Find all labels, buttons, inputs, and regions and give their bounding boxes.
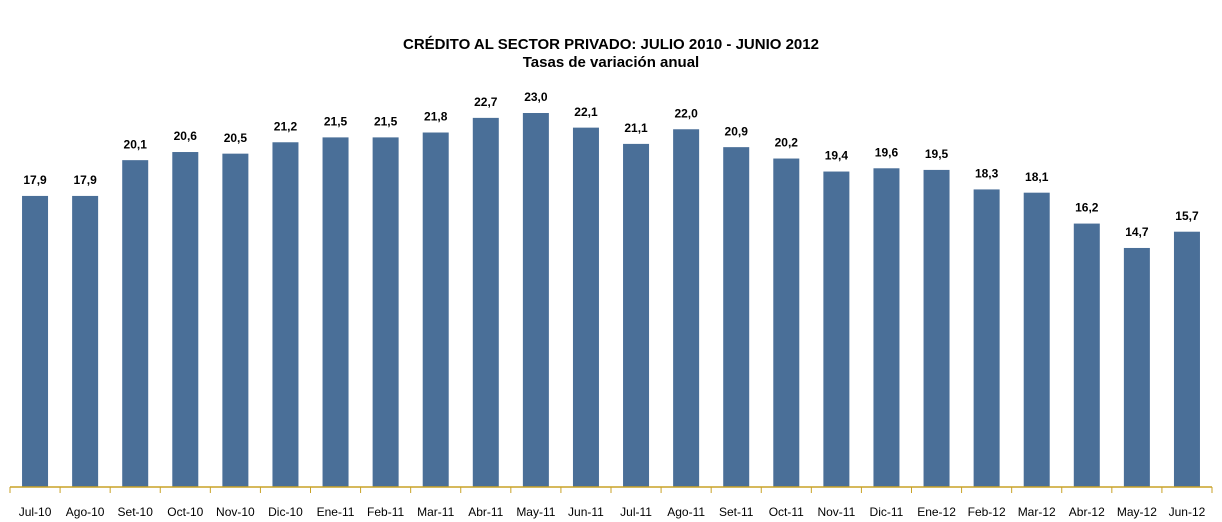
data-label: 19,5 <box>925 147 949 161</box>
data-label: 22,0 <box>674 106 698 120</box>
data-label: 20,5 <box>224 131 248 145</box>
data-label: 22,1 <box>574 105 598 119</box>
data-label: 21,8 <box>424 110 448 124</box>
bar <box>572 127 599 488</box>
x-tick-label: Jul-10 <box>19 505 52 519</box>
x-tick-label: Set-10 <box>118 505 154 519</box>
data-label: 20,2 <box>775 136 799 150</box>
x-tick-label: Dic-10 <box>268 505 303 519</box>
bar <box>322 137 349 488</box>
data-label: 22,7 <box>474 95 498 109</box>
data-label: 21,2 <box>274 119 298 133</box>
data-label: 17,9 <box>73 173 97 187</box>
data-label: 19,6 <box>875 145 899 159</box>
data-label: 16,2 <box>1075 201 1099 215</box>
bar <box>172 152 199 487</box>
x-tick-label: Ago-11 <box>667 505 705 519</box>
x-tick-label: Ago-10 <box>66 505 105 519</box>
bar <box>472 117 499 487</box>
bar <box>22 195 49 488</box>
bar <box>272 142 299 487</box>
bar <box>1173 231 1200 487</box>
x-tick-label: Abr-11 <box>468 505 503 519</box>
x-tick-label: Ene-11 <box>317 505 355 519</box>
x-tick-label: Feb-11 <box>367 505 404 519</box>
x-tick-label: Set-11 <box>719 505 754 519</box>
x-tick-label: Oct-11 <box>769 505 804 519</box>
x-tick-label: Jun-12 <box>1169 505 1206 519</box>
x-tick-label: May-11 <box>516 505 555 519</box>
x-tick-label: Nov-10 <box>216 505 255 519</box>
x-tick-label: Jun-11 <box>568 505 604 519</box>
bar <box>873 168 900 487</box>
data-label: 23,0 <box>524 90 548 104</box>
bar <box>823 171 850 487</box>
bar <box>422 132 449 487</box>
bar <box>673 129 700 487</box>
bar <box>1073 223 1100 487</box>
data-label: 20,6 <box>174 129 198 143</box>
bar <box>72 195 99 488</box>
bar <box>522 113 549 487</box>
x-tick-label: Jul-11 <box>620 505 652 519</box>
data-label: 21,5 <box>324 115 348 129</box>
x-tick-label: Dic-11 <box>870 505 904 519</box>
x-tick-label: Ene-12 <box>917 505 956 519</box>
data-label: 20,9 <box>725 124 749 138</box>
bar <box>623 143 650 488</box>
data-label: 21,5 <box>374 115 398 129</box>
x-tick-label: Nov-11 <box>817 505 855 519</box>
x-tick-label: Feb-12 <box>968 505 1006 519</box>
chart-subtitle: Tasas de variación anual <box>523 54 699 71</box>
data-label: 21,1 <box>624 121 648 135</box>
bar <box>1123 247 1150 487</box>
bar <box>973 189 1000 487</box>
bar <box>773 158 800 487</box>
data-label: 15,7 <box>1175 209 1199 223</box>
x-tick-label: Oct-10 <box>167 505 203 519</box>
bar <box>923 169 950 488</box>
data-label: 14,7 <box>1125 225 1149 239</box>
x-tick-label: Mar-11 <box>417 505 454 519</box>
bar <box>122 160 149 487</box>
chart-title: CRÉDITO AL SECTOR PRIVADO: JULIO 2010 - … <box>403 36 819 53</box>
data-label: 18,1 <box>1025 170 1049 184</box>
bar <box>222 153 249 488</box>
data-label: 17,9 <box>23 173 47 187</box>
x-tick-label: Mar-12 <box>1018 505 1056 519</box>
data-label: 19,4 <box>825 149 849 163</box>
data-label: 20,1 <box>124 137 148 151</box>
bar <box>1023 192 1050 487</box>
bar <box>372 137 399 488</box>
x-tick-label: May-12 <box>1117 505 1157 519</box>
data-label: 18,3 <box>975 167 999 181</box>
x-tick-label: Abr-12 <box>1069 505 1105 519</box>
bar <box>723 147 750 487</box>
